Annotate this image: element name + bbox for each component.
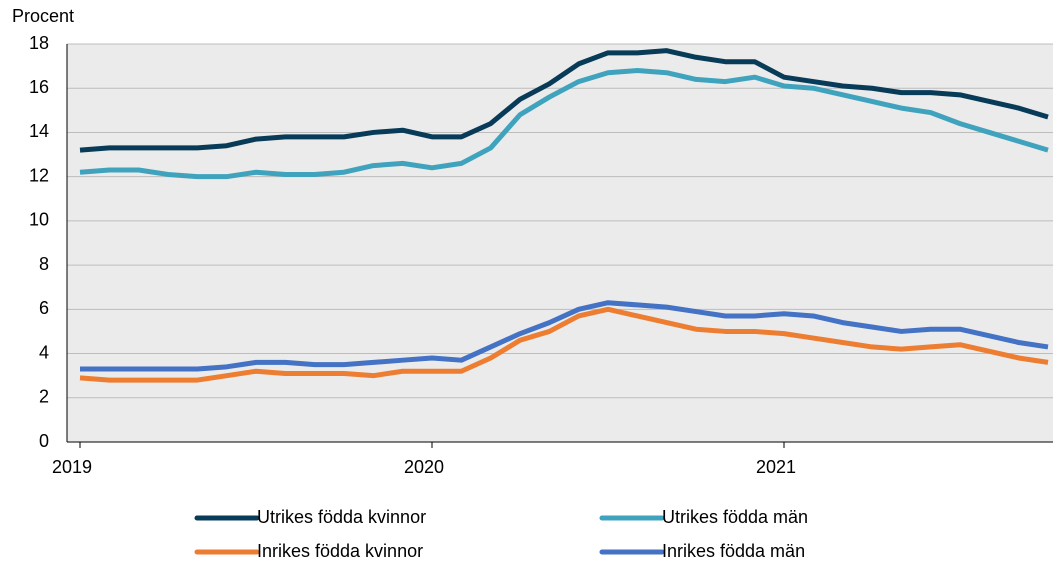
series-line	[79, 48, 1049, 153]
legend-label: Inrikes födda kvinnor	[257, 541, 423, 561]
y-tick-label: 12	[29, 165, 49, 185]
y-tick-label: 18	[29, 33, 49, 53]
y-tick-label: 10	[29, 210, 49, 230]
legend-label: Inrikes födda män	[662, 541, 805, 561]
y-tick-label: 0	[39, 431, 49, 451]
series-line	[79, 306, 1049, 383]
legend-label: Utrikes födda män	[662, 507, 808, 527]
legend-label: Utrikes födda kvinnor	[257, 507, 426, 527]
y-tick-label: 6	[39, 298, 49, 318]
x-tick-label: 2019	[52, 457, 92, 477]
y-tick-label: 4	[39, 342, 49, 362]
plot-area	[67, 44, 1053, 442]
y-tick-label: 8	[39, 254, 49, 274]
y-tick-label: 16	[29, 77, 49, 97]
y-tick-label: 14	[29, 121, 49, 141]
series-line	[80, 300, 1049, 372]
series-line	[79, 68, 1049, 180]
x-tick-label: 2021	[756, 457, 796, 477]
y-tick-label: 2	[39, 387, 49, 407]
x-tick-label: 2020	[404, 457, 444, 477]
y-axis-label: Procent	[12, 6, 74, 26]
